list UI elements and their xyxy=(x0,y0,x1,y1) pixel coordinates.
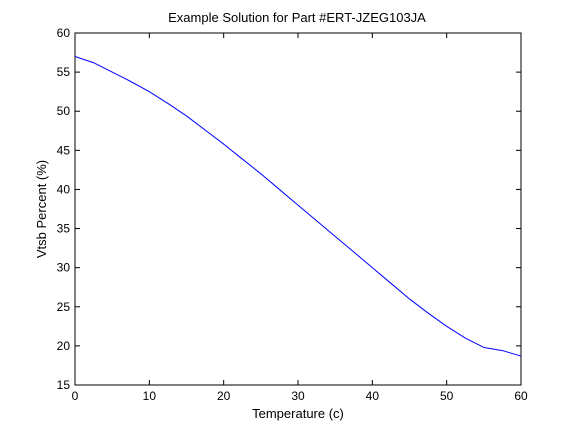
x-tick-label: 40 xyxy=(366,389,380,403)
x-tick-label: 10 xyxy=(143,389,157,403)
y-tick-label: 20 xyxy=(57,339,71,353)
series-line xyxy=(74,55,522,357)
chart-title: Example Solution for Part #ERT-JZEG103JA xyxy=(168,10,426,25)
y-tick-label: 25 xyxy=(57,300,71,314)
x-tick-labels: 0 10 20 30 40 50 60 xyxy=(72,389,528,403)
y-tick-label: 40 xyxy=(57,182,71,196)
x-axis-label: Temperature (c) xyxy=(252,406,344,421)
x-tick-label: 50 xyxy=(440,389,454,403)
tick-marks xyxy=(74,32,522,386)
plot-area xyxy=(74,32,522,386)
x-tick-label: 0 xyxy=(72,389,79,403)
y-tick-label: 60 xyxy=(57,26,71,40)
x-tick-label: 20 xyxy=(217,389,231,403)
y-tick-label: 35 xyxy=(57,222,71,236)
y-tick-label: 55 xyxy=(57,65,71,79)
y-tick-label: 15 xyxy=(57,378,71,392)
y-tick-labels: 15 20 25 30 35 40 45 50 55 60 xyxy=(57,26,71,392)
series-layer xyxy=(74,55,522,357)
x-tick-label: 60 xyxy=(514,389,528,403)
y-tick-label: 50 xyxy=(57,104,71,118)
x-tick-label: 30 xyxy=(291,389,305,403)
y-axis-label: Vtsb Percent (%) xyxy=(34,160,49,258)
y-tick-label: 30 xyxy=(57,261,71,275)
plot-frame xyxy=(74,32,522,386)
y-tick-label: 45 xyxy=(57,143,71,157)
